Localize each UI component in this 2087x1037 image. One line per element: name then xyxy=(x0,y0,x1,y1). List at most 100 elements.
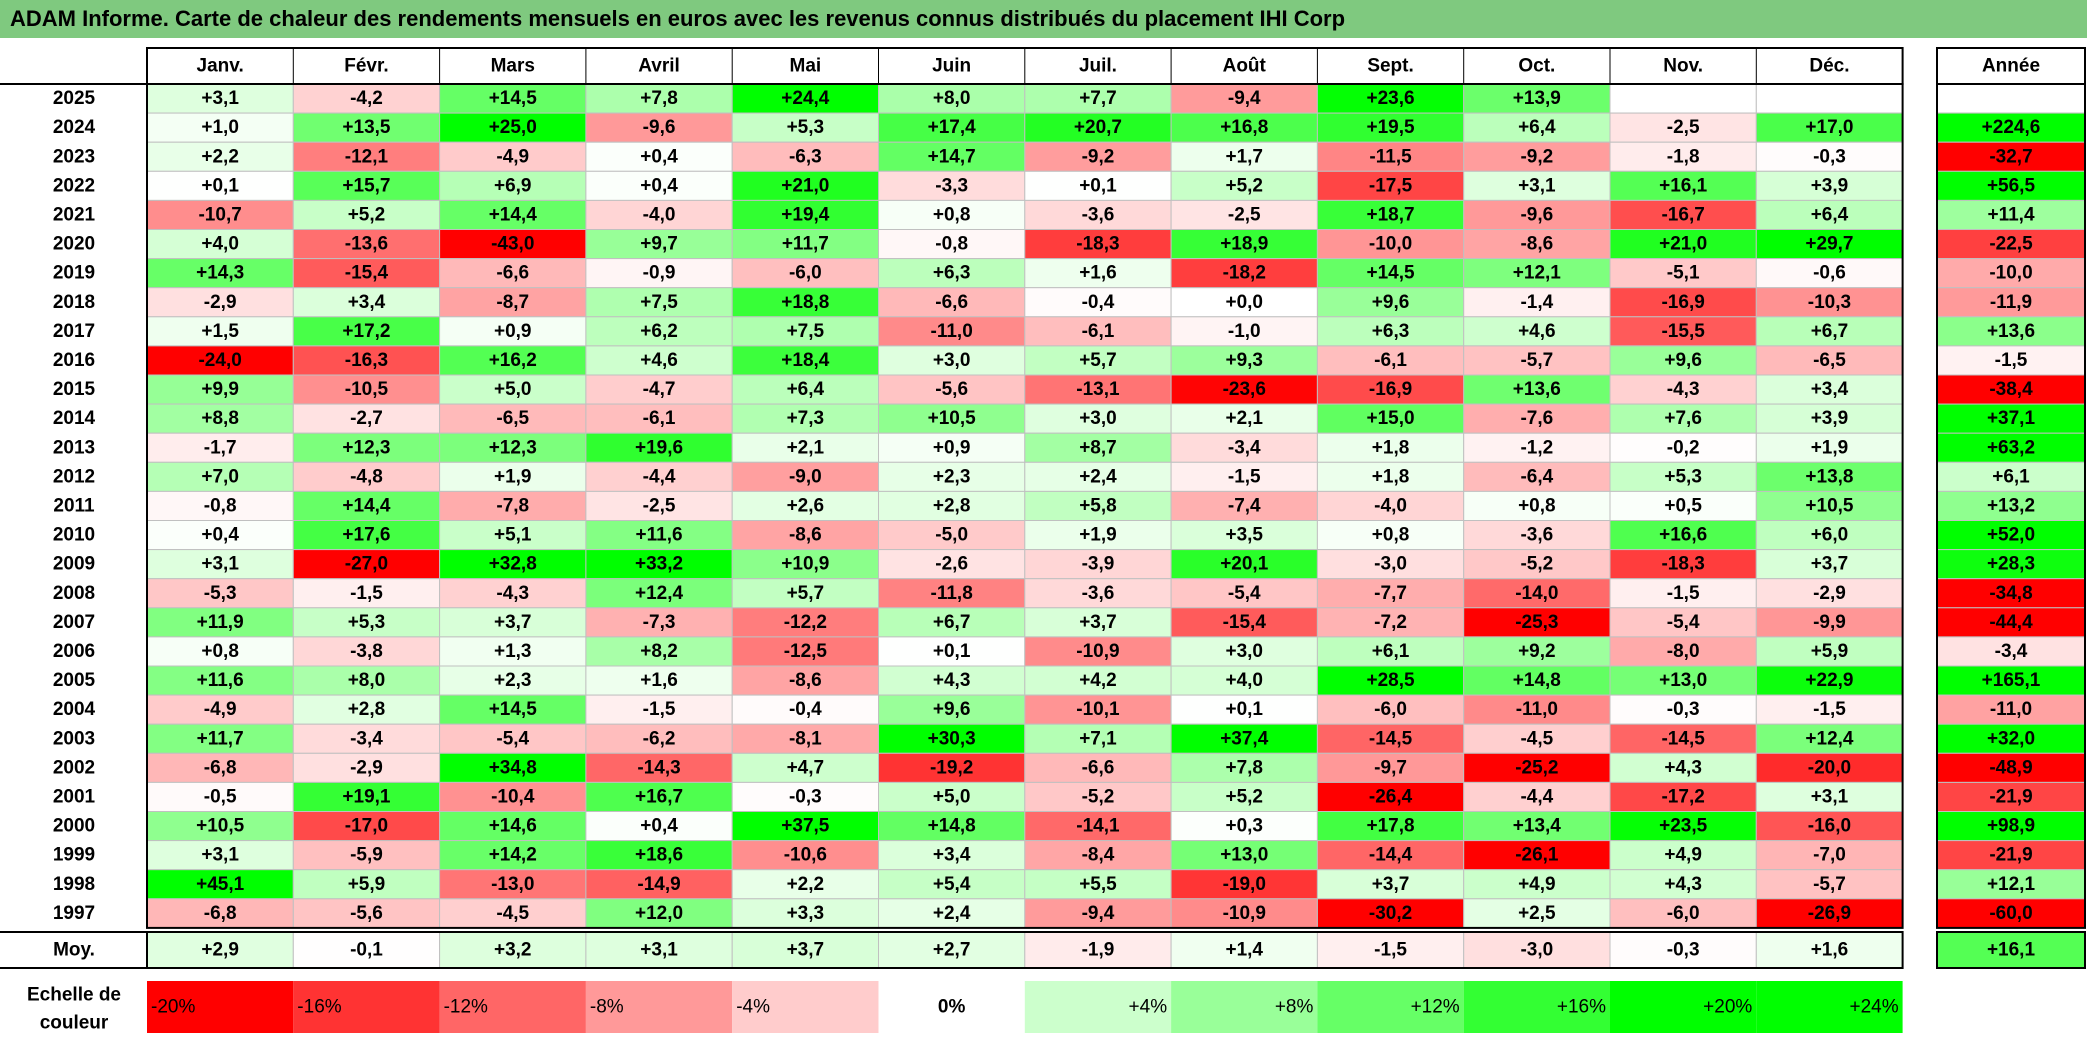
color-scale-swatch xyxy=(585,981,733,1033)
cell-value: -17,2 xyxy=(1661,786,1704,807)
cell-value: +18,8 xyxy=(781,292,829,313)
cell-value: +21,0 xyxy=(781,175,829,196)
cell-value: +7,5 xyxy=(640,292,678,313)
cell-value: +6,3 xyxy=(933,263,971,284)
year-label: 2023 xyxy=(53,146,95,167)
cell-value: -5,0 xyxy=(935,525,968,546)
annual-cell xyxy=(1936,170,2086,201)
cell-value: -4,4 xyxy=(643,466,676,487)
heatmap-cell xyxy=(1024,520,1172,551)
heatmap-cell xyxy=(439,723,587,754)
heatmap-cell xyxy=(1170,520,1318,551)
cell-value: +14,5 xyxy=(1367,263,1416,284)
cell-value: -7,7 xyxy=(1374,583,1407,604)
heatmap-cell xyxy=(1316,578,1465,609)
cell-value: +32,8 xyxy=(489,554,537,575)
cell-value: +4,3 xyxy=(1664,874,1702,895)
cell-value: -6,5 xyxy=(1813,350,1846,371)
heatmap-cell xyxy=(1024,549,1172,580)
heatmap-cell xyxy=(439,258,587,289)
heatmap-cell xyxy=(878,549,1026,580)
cell-value: -7,3 xyxy=(643,612,676,633)
heatmap-cell xyxy=(878,520,1026,551)
heatmap-cell xyxy=(1609,665,1757,696)
year-label: 2024 xyxy=(53,117,96,138)
heatmap-cell xyxy=(439,490,587,521)
cell-value: -26,9 xyxy=(1808,903,1851,924)
cell-value: +5,9 xyxy=(348,874,386,895)
heatmap-cell xyxy=(585,199,733,230)
heatmap-cell xyxy=(731,374,880,405)
heatmap-cell xyxy=(146,461,294,492)
annual-value: +11,4 xyxy=(1987,204,2034,225)
cell-value: -1,0 xyxy=(1228,321,1261,342)
cell-value: -24,0 xyxy=(198,350,241,371)
cell-value: +37,5 xyxy=(781,816,830,837)
heatmap-cell xyxy=(878,345,1026,376)
cell-value: -7,0 xyxy=(1813,845,1846,866)
heatmap-cell xyxy=(1170,316,1318,347)
heatmap-cell xyxy=(878,461,1026,492)
cell-value: +14,3 xyxy=(196,263,244,284)
cell-value: -25,3 xyxy=(1515,612,1558,633)
color-scale-swatch xyxy=(1756,981,1903,1033)
cell-value: +3,1 xyxy=(201,88,239,109)
cell-value: -0,9 xyxy=(643,263,676,284)
cell-value: +1,0 xyxy=(201,117,239,138)
year-label: 2005 xyxy=(53,670,96,691)
average-value: -1,5 xyxy=(1374,940,1407,961)
cell-value: -10,3 xyxy=(1808,292,1851,313)
color-scale-stop: +24% xyxy=(1849,997,1898,1018)
heatmap-cell xyxy=(1755,490,1904,521)
cell-value: +13,4 xyxy=(1513,816,1562,837)
cell-value: -8,0 xyxy=(1667,641,1700,662)
cell-value: -14,5 xyxy=(1661,728,1705,749)
cell-value: +5,1 xyxy=(494,525,532,546)
cell-value: +20,1 xyxy=(1220,554,1269,575)
cell-value: -2,9 xyxy=(204,292,237,313)
heatmap-cell xyxy=(292,665,441,696)
heatmap-cell xyxy=(146,374,294,405)
cell-value: +0,8 xyxy=(1372,525,1410,546)
cell-value: -26,4 xyxy=(1369,786,1413,807)
heatmap-cell xyxy=(439,898,587,929)
cell-value: -9,2 xyxy=(1082,146,1115,167)
heatmap-cell xyxy=(1463,898,1611,929)
heatmap-cell xyxy=(292,316,441,347)
annual-value: +28,3 xyxy=(1987,554,2035,575)
cell-value: +1,6 xyxy=(640,670,678,691)
heatmap-cell xyxy=(292,811,441,842)
cell-value: +2,3 xyxy=(494,670,532,691)
heatmap-cell xyxy=(1024,578,1172,609)
cell-value: +2,8 xyxy=(933,495,971,516)
cell-value: -5,4 xyxy=(1228,583,1261,604)
cell-value: +6,1 xyxy=(1372,641,1410,662)
cell-value: +11,7 xyxy=(197,728,244,749)
heatmap-cell xyxy=(1463,811,1611,842)
cell-value: +2,3 xyxy=(933,466,971,487)
cell-value: -4,2 xyxy=(350,88,383,109)
cell-value: +0,8 xyxy=(201,641,239,662)
cell-value: +16,8 xyxy=(1220,117,1268,138)
cell-value: +16,7 xyxy=(635,786,683,807)
cell-value: +18,9 xyxy=(1220,234,1268,255)
color-scale-stop: +8% xyxy=(1275,997,1314,1018)
cell-value: +14,4 xyxy=(489,204,538,225)
cell-value: +0,0 xyxy=(1225,292,1263,313)
year-label: 1997 xyxy=(53,903,95,924)
heatmap-cell xyxy=(146,170,294,201)
heatmap-cell xyxy=(146,898,294,929)
cell-value: +6,7 xyxy=(933,612,971,633)
cell-value: +7,7 xyxy=(1079,88,1117,109)
heatmap-cell xyxy=(439,578,587,609)
cell-value: +3,4 xyxy=(1811,379,1849,400)
heatmap-cell xyxy=(146,229,294,260)
heatmap-cell xyxy=(146,665,294,696)
cell-value: -10,0 xyxy=(1369,234,1412,255)
heatmap-cell xyxy=(1755,229,1904,260)
cell-value: +6,7 xyxy=(1811,321,1849,342)
average-value: -0,3 xyxy=(1667,940,1700,961)
cell-value: +5,7 xyxy=(787,583,825,604)
annual-cell xyxy=(1936,607,2086,638)
heatmap-cell xyxy=(731,607,880,638)
